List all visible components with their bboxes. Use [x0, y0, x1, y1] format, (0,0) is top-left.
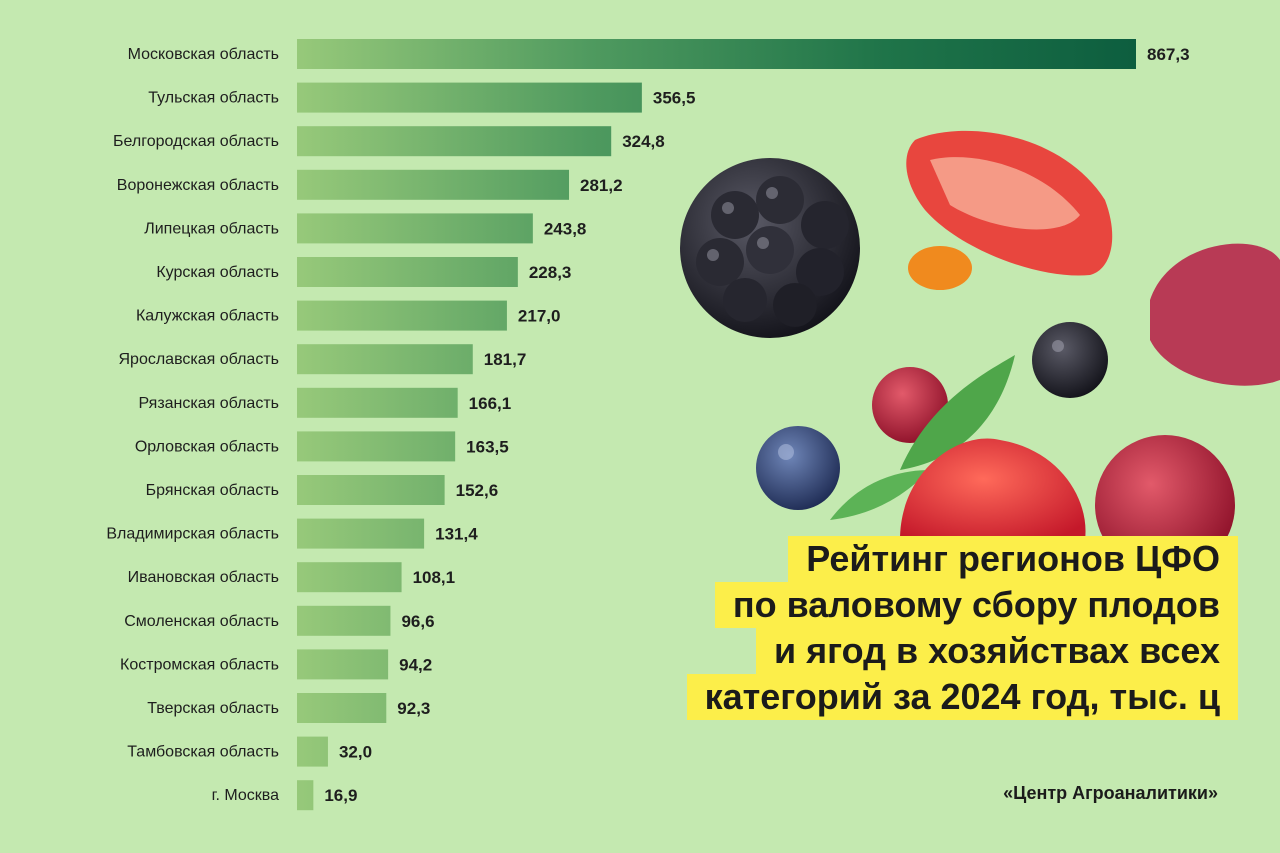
leaf-icon — [830, 355, 1015, 520]
title-line-3: и ягод в хозяйствах всех — [755, 628, 1238, 674]
blackcurrant-icon — [1032, 322, 1108, 398]
bar — [297, 257, 518, 287]
category-label: Курская область — [156, 264, 279, 281]
title-line-4: категорий за 2024 год, тыс. ц — [686, 674, 1238, 720]
bars-group: Московская область 867,3 Тульская область 3… — [106, 39, 1190, 811]
bar — [297, 693, 387, 723]
value-label: 228,3 — [529, 263, 572, 282]
value-label: 32,0 — [339, 743, 372, 762]
bar — [297, 605, 391, 636]
value-label: 356,5 — [653, 89, 696, 108]
category-label: г. Москва — [212, 787, 280, 804]
category-label: Липецкая область — [144, 220, 279, 237]
value-label: 131,4 — [435, 525, 478, 544]
fruit-illustration — [680, 130, 1280, 575]
chart-title: Рейтинг регионов ЦФО по валовому сбору п… — [686, 536, 1238, 720]
category-label: Костромская область — [120, 656, 279, 673]
category-label: Тульская область — [148, 90, 279, 107]
value-label: 94,2 — [399, 655, 432, 674]
bar — [297, 82, 642, 113]
bar — [297, 649, 389, 680]
value-label: 92,3 — [397, 699, 430, 718]
value-label: 166,1 — [469, 394, 512, 413]
bar — [297, 213, 533, 244]
category-label: Смоленская область — [124, 613, 279, 630]
value-label: 281,2 — [580, 176, 623, 195]
bar — [297, 518, 425, 549]
category-label: Орловская область — [135, 438, 279, 455]
category-label: Рязанская область — [139, 395, 279, 412]
value-label: 96,6 — [401, 612, 434, 631]
value-label: 163,5 — [466, 437, 509, 456]
bar — [297, 126, 612, 157]
strawberry-icon — [900, 438, 1086, 540]
category-label: Белгородская область — [113, 133, 279, 150]
bar — [297, 300, 507, 331]
value-label: 867,3 — [1147, 45, 1190, 64]
category-label: Тамбовская область — [127, 744, 279, 761]
title-line-1: Рейтинг регионов ЦФО — [788, 536, 1238, 582]
value-label: 108,1 — [413, 568, 456, 587]
sea-buckthorn-icon — [908, 246, 972, 290]
value-label: 243,8 — [544, 219, 587, 238]
title-line-2: по валовому сбору плодов — [714, 582, 1238, 628]
blueberry-icon — [756, 426, 840, 510]
strawberry-half-icon — [906, 130, 1113, 276]
category-label: Московская область — [128, 46, 279, 63]
cherry-icon — [1150, 243, 1280, 386]
value-label: 181,7 — [484, 350, 527, 369]
bar — [297, 344, 473, 375]
bar — [297, 169, 570, 200]
blackberry-icon — [680, 158, 860, 338]
bar — [297, 475, 445, 505]
category-label: Брянская область — [146, 482, 279, 499]
source-credit: «Центр Агроаналитики» — [1003, 783, 1218, 803]
bar — [297, 736, 328, 767]
bar — [297, 39, 1136, 69]
value-label: 16,9 — [324, 786, 357, 805]
bar — [297, 780, 314, 811]
category-label: Ярославская область — [118, 351, 279, 368]
bar — [297, 562, 402, 593]
value-label: 217,0 — [518, 307, 561, 326]
category-label: Воронежская область — [117, 177, 279, 194]
bar — [297, 387, 458, 418]
value-label: 324,8 — [622, 132, 665, 151]
value-label: 152,6 — [456, 481, 499, 500]
category-label: Владимирская область — [106, 526, 279, 543]
category-label: Тверская область — [147, 700, 279, 717]
category-label: Ивановская область — [128, 569, 279, 586]
category-label: Калужская область — [136, 308, 279, 325]
bar — [297, 431, 456, 462]
